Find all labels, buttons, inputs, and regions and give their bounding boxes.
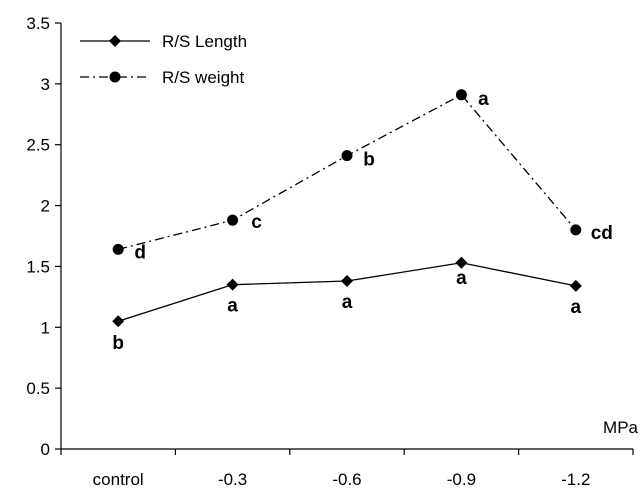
data-point xyxy=(570,224,582,236)
data-point xyxy=(341,275,353,288)
data-label: a xyxy=(571,297,582,318)
data-label: a xyxy=(478,89,489,110)
y-tick-label: 3 xyxy=(41,75,50,94)
data-point xyxy=(226,278,239,291)
series-layer: b a a a a d c b a cd xyxy=(112,89,613,354)
y-tick-label: 0.5 xyxy=(26,379,50,398)
y-tick-label: 1 xyxy=(41,318,50,337)
data-point xyxy=(455,89,467,101)
data-label: d xyxy=(134,242,146,263)
data-point xyxy=(569,279,582,292)
data-point xyxy=(341,150,353,162)
legend: R/S Length R/S weight xyxy=(80,32,247,87)
legend-marker xyxy=(109,71,121,83)
legend-label: R/S Length xyxy=(162,32,247,51)
y-tick-label: 3.5 xyxy=(26,14,50,33)
series-line xyxy=(118,93,577,251)
data-label: cd xyxy=(591,223,613,244)
y-tick-label: 2.5 xyxy=(26,136,50,155)
data-label: a xyxy=(456,268,467,289)
x-tick-label: -0.3 xyxy=(218,470,247,489)
data-point xyxy=(112,243,124,255)
data-label: a xyxy=(342,292,353,313)
x-axis-label: MPa xyxy=(603,418,639,437)
x-tick-label: -0.9 xyxy=(447,470,476,489)
data-point xyxy=(227,214,239,226)
legend-label: R/S weight xyxy=(162,68,244,87)
data-label: b xyxy=(112,333,124,354)
series-0: b a a a a xyxy=(112,256,582,354)
y-tick-label: 1.5 xyxy=(26,257,50,276)
y-tick-label: 0 xyxy=(41,440,50,459)
x-tick-label: -0.6 xyxy=(332,470,361,489)
legend-marker xyxy=(109,35,121,47)
x-tick-label: -1.2 xyxy=(561,470,590,489)
data-label: b xyxy=(363,150,375,171)
x-tick-label: control xyxy=(93,470,144,489)
data-label: c xyxy=(251,212,262,233)
axes: 0 0.5 1 1.5 2 2.5 3 3.5 control -0.3 -0.6 -0.9 -1.2 M… xyxy=(26,14,638,489)
data-point xyxy=(112,315,125,328)
data-point xyxy=(455,256,468,269)
series-1: d c b a cd xyxy=(112,89,613,263)
y-tick-label: 2 xyxy=(41,197,50,216)
data-label: a xyxy=(227,296,238,317)
